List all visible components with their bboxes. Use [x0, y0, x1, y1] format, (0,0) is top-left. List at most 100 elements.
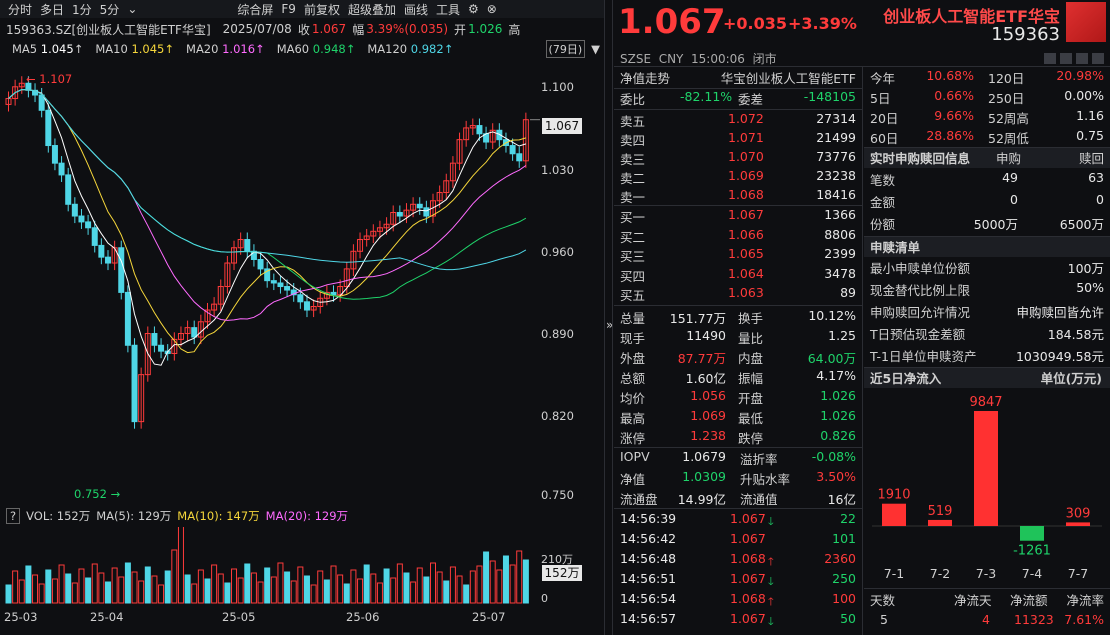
date-tick: 25-06: [346, 610, 380, 624]
menu-composite[interactable]: 综合屏: [237, 2, 274, 17]
price-change-pct: +3.39%: [788, 14, 857, 33]
menu-f9[interactable]: F9: [281, 2, 296, 16]
volume-bar: [257, 581, 264, 604]
tick-row: 14:56:42 1.067 101: [614, 531, 862, 551]
volume-bar: [483, 551, 490, 604]
stat-value: 1.238: [690, 428, 726, 443]
weibi-row: 委比 -82.11% 委差 -148105: [614, 89, 862, 109]
divider: [612, 0, 613, 635]
tick-time: 14:56:57: [620, 611, 677, 626]
summary-value: 4: [982, 612, 990, 627]
ma5-line: [8, 88, 527, 366]
candle-body: [71, 203, 78, 217]
pen-icon[interactable]: [1044, 53, 1056, 64]
subs-label: 最小申赎单位份额: [870, 261, 971, 276]
stat-label: 内盘: [738, 351, 764, 366]
candle-body: [297, 294, 304, 303]
volume-bar: [390, 577, 397, 604]
inflow-title: 近5日净流入: [870, 371, 942, 386]
tick-time: 14:56:42: [620, 531, 677, 546]
menu-forward-adjust[interactable]: 前复权: [303, 2, 340, 17]
add-icon[interactable]: [1076, 53, 1088, 64]
inflow-bar: [974, 411, 998, 526]
bid-price: 1.066: [728, 226, 764, 242]
last-price: 1.067: [618, 2, 726, 42]
candle-body: [476, 125, 483, 135]
inflow-bar: [1020, 526, 1044, 541]
stat-value: 0.826: [820, 428, 856, 443]
alert-icon[interactable]: [1060, 53, 1072, 64]
settings-icon[interactable]: ⚙: [468, 2, 479, 16]
perf-label: 今年: [870, 71, 896, 86]
summary-value: 5: [880, 612, 888, 627]
summary-value: 7.61%: [1064, 612, 1104, 627]
menu-draw[interactable]: 画线: [403, 2, 428, 17]
bid-volume: 1366: [824, 207, 856, 222]
inflow-category-label: 7-7: [1068, 566, 1088, 581]
dropdown-icon[interactable]: ▼: [591, 42, 600, 56]
volume-bar: [516, 550, 523, 604]
volume-bar: [38, 583, 45, 604]
subs-value: 1030949.58元: [1015, 349, 1104, 364]
volume-bar: [184, 574, 191, 604]
ask-row: 卖二 1.069 23238: [614, 168, 862, 188]
volume-bar: [277, 562, 284, 604]
tab-5min[interactable]: 5分: [99, 2, 120, 17]
fund-info-panel: 今年 10.68% 120日 20.98% 5日 0.66% 250日 0.00% 20日 9.6…: [864, 0, 1110, 635]
volume-bar: [12, 570, 19, 604]
inflow-category-label: 7-4: [1022, 566, 1042, 581]
inflow-category-label: 7-2: [930, 566, 950, 581]
inflow-bar-chart: 1910 7-1 519 7-2 9847 7-3 -1261 7-4 309 7-7: [872, 395, 1102, 581]
vol-tick-zero: 0: [541, 592, 548, 605]
volume-bar: [197, 569, 204, 604]
tab-timeshare[interactable]: 分时: [8, 2, 33, 17]
volume-bar: [58, 564, 65, 604]
menu-tools[interactable]: 工具: [435, 2, 460, 17]
fund-logo: [1066, 2, 1106, 42]
perf-label: 60日: [870, 131, 899, 146]
volume-bar: [124, 562, 131, 604]
perf-value: 0.75: [1076, 128, 1104, 143]
candle-body: [18, 82, 25, 88]
volume-bar: [522, 559, 529, 604]
realtime-sub-value: 5000万: [973, 217, 1018, 232]
high-label: 高: [508, 22, 521, 37]
summary-head: 净流额: [1010, 593, 1048, 608]
volume-bar: [284, 571, 291, 604]
chevron-down-icon[interactable]: ⌄: [127, 2, 138, 16]
quote-toolbar: [1040, 51, 1104, 65]
perf-row: 5日 0.66% 250日 0.00%: [864, 88, 1110, 108]
stat-row: 最高 1.069 最低 1.026: [614, 408, 862, 428]
tab-multiday[interactable]: 多日: [40, 2, 65, 17]
candle-body: [138, 374, 145, 423]
candle-body: [25, 82, 32, 91]
chg-label: 幅: [352, 22, 365, 37]
realtime-col-sub: 申购: [996, 151, 1022, 166]
volume-bar: [45, 569, 52, 604]
period-badge[interactable]: (79日): [545, 40, 586, 58]
tab-1min[interactable]: 1分: [72, 2, 92, 17]
volume-bar: [131, 571, 138, 604]
inflow-category-label: 7-3: [976, 566, 996, 581]
weibi-value: -82.11%: [680, 89, 733, 104]
chart-toolbar: 分时 多日 1分 5分 ⌄ 综合屏 F9 前复权 超级叠加 画线 工具 ⚙ ⊗: [0, 0, 604, 18]
candle-body: [171, 338, 178, 354]
more-icon[interactable]: [1092, 53, 1104, 64]
stat-label: 总量: [620, 311, 646, 326]
menu-overlay[interactable]: 超级叠加: [347, 2, 396, 17]
help-icon[interactable]: ?: [6, 508, 21, 524]
perf-value: 1.16: [1076, 108, 1104, 123]
subs-value: 100万: [1067, 261, 1104, 276]
tick-time: 14:56:48: [620, 551, 677, 566]
ask-volume: 23238: [816, 168, 856, 183]
tick-row: 14:56:57 1.067 50: [614, 611, 862, 631]
volume-bar: [25, 565, 32, 604]
collapse-icon[interactable]: »: [606, 318, 614, 332]
candle-body: [58, 162, 65, 176]
net-trend-row[interactable]: 净值走势 华宝创业板人工智能ETF: [614, 68, 862, 88]
realtime-header: 实时申购赎回信息 申购 赎回: [864, 148, 1110, 168]
volume-bar: [436, 571, 443, 604]
iopv-row: IOPV 1.0679 溢折率 -0.08%: [614, 449, 862, 469]
close-icon[interactable]: ⊗: [486, 2, 497, 16]
inflow-bar-label: -1261: [1013, 544, 1051, 559]
